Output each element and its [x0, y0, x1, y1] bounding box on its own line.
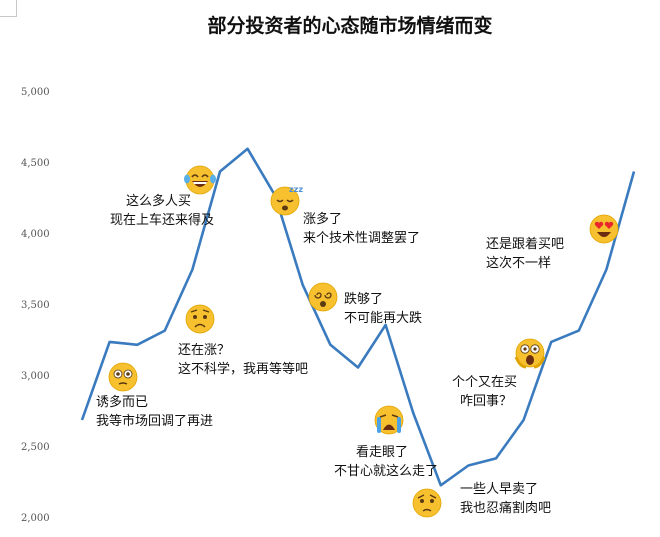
y-tick-label: 5,000 — [21, 87, 50, 98]
y-tick-label: 4,500 — [21, 158, 50, 169]
y-tick-label: 3,500 — [21, 300, 50, 311]
series-line — [80, 147, 636, 487]
annotation-text: 不可能再大跌 — [344, 310, 422, 326]
crying-emoji-icon — [374, 405, 404, 435]
annotation-text: 看走眼了 — [356, 444, 408, 460]
annotation-text: 我等市场回调了再进 — [96, 413, 213, 429]
annotation-text: 这不科学，我再等等吧 — [178, 361, 308, 377]
annotation-text: 跌够了 — [344, 291, 383, 307]
y-tick-label: 2,000 — [21, 513, 50, 524]
heart-eyes-emoji-icon — [589, 214, 619, 244]
annotation-text: 现在上车还来得及 — [110, 212, 214, 228]
dizzy-emoji-icon — [308, 282, 338, 312]
annotation-text: 来个技术性调整罢了 — [303, 231, 420, 246]
annotation-text: 这么多人买 — [126, 193, 191, 209]
laughing-emoji-icon — [184, 165, 216, 195]
annotation-text: 这次不一样 — [486, 255, 551, 271]
annotation-text: 一些人早卖了 — [460, 482, 538, 497]
annotation-text: 咋回事？ — [460, 394, 512, 409]
annotation-text: 涨多了 — [303, 211, 342, 227]
hmm-emoji-icon — [108, 362, 138, 392]
annotation-text: 不甘心就这么走了 — [334, 463, 438, 479]
sleepy-emoji-icon: zzz — [270, 185, 303, 216]
sad-emoji-icon — [412, 488, 442, 518]
annotation-text: 我也忍痛割肉吧 — [460, 500, 551, 516]
y-tick-label: 3,000 — [21, 371, 50, 382]
shocked-emoji-icon — [514, 338, 546, 369]
y-tick-label: 2,500 — [21, 442, 50, 453]
annotation-text: 还在涨？ — [178, 343, 230, 358]
annotation-text: 个个又在买 — [452, 375, 517, 390]
window-corner — [0, 0, 17, 17]
annotation-text: 诱多而已 — [96, 394, 148, 410]
annotation-text: 还是跟着买吧 — [486, 236, 564, 252]
worried-emoji-icon — [185, 304, 215, 334]
svg-text:zzz: zzz — [289, 185, 303, 194]
chart-title: 部分投资者的心态随市场情绪而变 — [207, 14, 492, 37]
y-tick-label: 4,000 — [21, 229, 50, 240]
